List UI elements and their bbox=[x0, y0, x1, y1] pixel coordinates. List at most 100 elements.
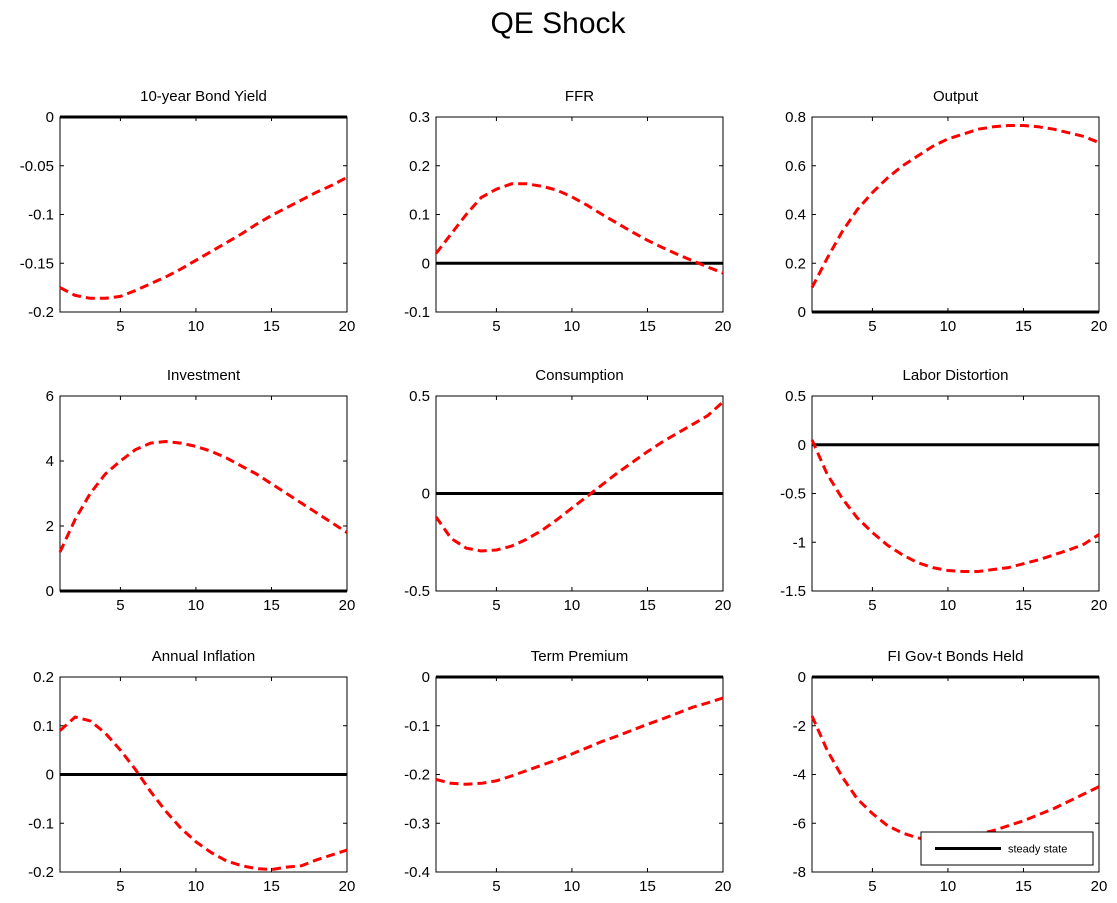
y-tick-label: 0.2 bbox=[785, 255, 806, 272]
x-tick-label: 15 bbox=[1015, 597, 1032, 614]
y-tick-label: 0 bbox=[46, 583, 54, 600]
y-tick-label: -0.5 bbox=[404, 583, 430, 600]
x-tick-label: 5 bbox=[116, 318, 124, 335]
x-tick-label: 10 bbox=[940, 318, 957, 335]
x-tick-label: 5 bbox=[116, 878, 124, 895]
y-tick-label: -0.5 bbox=[780, 486, 806, 503]
axes-box bbox=[435, 676, 724, 873]
response-line bbox=[435, 696, 724, 786]
y-tick-label: 0.4 bbox=[785, 207, 806, 224]
x-tick-label: 5 bbox=[868, 878, 876, 895]
y-tick-label: 0.2 bbox=[409, 158, 430, 175]
panel-title: Consumption bbox=[535, 367, 623, 384]
x-tick-label: 15 bbox=[263, 878, 280, 895]
y-tick-label: 0 bbox=[46, 767, 54, 784]
response-line bbox=[58, 440, 348, 553]
figure-title: QE Shock bbox=[490, 7, 626, 40]
y-tick-label: -6 bbox=[793, 815, 806, 832]
panel-title: FI Gov-t Bonds Held bbox=[888, 648, 1024, 665]
panel-3: Output 5 10 15 20 0 0.2 0.4 0.6 0.8 bbox=[785, 88, 1107, 335]
y-tick-label: 0.5 bbox=[785, 388, 806, 405]
response-line bbox=[434, 182, 724, 275]
y-tick-label: -2 bbox=[793, 718, 806, 735]
y-tick-label: 4 bbox=[46, 453, 54, 470]
response-line bbox=[434, 400, 725, 553]
y-tick-label: -0.2 bbox=[28, 304, 54, 321]
x-tick-label: 10 bbox=[940, 597, 957, 614]
x-tick-label: 15 bbox=[639, 318, 656, 335]
response-line bbox=[810, 715, 1100, 842]
y-tick-label: -0.1 bbox=[28, 207, 54, 224]
x-tick-label: 10 bbox=[564, 878, 581, 895]
panel-title: 10-year Bond Yield bbox=[140, 88, 267, 105]
y-tick-label: 0.1 bbox=[409, 207, 430, 224]
x-tick-label: 5 bbox=[116, 597, 124, 614]
x-tick-label: 20 bbox=[339, 318, 356, 335]
y-tick-label: 0 bbox=[798, 304, 806, 321]
y-tick-label: -0.15 bbox=[20, 255, 54, 272]
panel-title: Term Premium bbox=[531, 648, 629, 665]
panel-title: Annual Inflation bbox=[152, 648, 255, 665]
x-tick-label: 15 bbox=[639, 597, 656, 614]
x-tick-label: 20 bbox=[339, 597, 356, 614]
x-tick-label: 20 bbox=[1091, 878, 1108, 895]
panel-7: Annual Inflation 5 10 15 20 -0.2 -0.1 0 0.1 0.2 bbox=[28, 648, 355, 895]
x-tick-label: 20 bbox=[715, 597, 732, 614]
x-tick-label: 5 bbox=[492, 597, 500, 614]
x-tick-label: 10 bbox=[564, 318, 581, 335]
panel-title: Output bbox=[933, 88, 979, 105]
y-tick-label: -0.2 bbox=[404, 767, 430, 784]
response-line bbox=[810, 124, 1100, 289]
y-tick-label: -1 bbox=[793, 534, 806, 551]
y-tick-label: 0.3 bbox=[409, 109, 430, 126]
response-line bbox=[59, 176, 348, 300]
x-tick-label: 5 bbox=[492, 878, 500, 895]
y-tick-label: 0 bbox=[422, 255, 430, 272]
panel-title: FFR bbox=[565, 88, 594, 105]
x-tick-label: 20 bbox=[715, 878, 732, 895]
axes-box bbox=[435, 116, 724, 313]
response-line bbox=[58, 715, 348, 872]
y-tick-label: 0.6 bbox=[785, 158, 806, 175]
x-tick-label: 10 bbox=[564, 597, 581, 614]
panel-title: Investment bbox=[167, 367, 241, 384]
x-tick-label: 20 bbox=[1091, 318, 1108, 335]
panel-6: Labor Distortion 5 10 15 20 -1.5 -1 -0.5 0 0.5 bbox=[780, 367, 1107, 614]
panel-1: 10-year Bond Yield 5 10 15 20 -0.2 -0.15 -0.1 -0… bbox=[20, 88, 356, 335]
axes-box bbox=[59, 395, 348, 592]
x-tick-label: 15 bbox=[1015, 878, 1032, 895]
panel-title: Labor Distortion bbox=[903, 367, 1009, 384]
panel-9: FI Gov-t Bonds Held 5 10 15 20 -8 -6 -4 -2 0 stead… bbox=[793, 648, 1108, 895]
x-tick-label: 20 bbox=[715, 318, 732, 335]
axes-box bbox=[811, 395, 1100, 592]
x-tick-label: 20 bbox=[339, 878, 356, 895]
x-tick-label: 15 bbox=[263, 597, 280, 614]
y-tick-label: -4 bbox=[793, 767, 806, 784]
y-tick-label: -8 bbox=[793, 864, 806, 881]
x-tick-label: 20 bbox=[1091, 597, 1108, 614]
x-tick-label: 10 bbox=[188, 318, 205, 335]
y-tick-label: 0 bbox=[422, 486, 430, 503]
x-tick-label: 15 bbox=[1015, 318, 1032, 335]
axes-box bbox=[59, 116, 348, 313]
legend-label: steady state bbox=[1008, 844, 1067, 856]
x-tick-label: 10 bbox=[188, 597, 205, 614]
panel-8: Term Premium 5 10 15 20 -0.4 -0.3 -0.2 -0.1 0 bbox=[404, 648, 731, 895]
y-tick-label: 6 bbox=[46, 388, 54, 405]
panel-4: Investment 5 10 15 20 0 2 4 6 bbox=[46, 367, 356, 614]
y-tick-label: -0.1 bbox=[404, 304, 430, 321]
x-tick-label: 15 bbox=[639, 878, 656, 895]
panel-2: FFR 5 10 15 20 -0.1 0 0.1 0.2 0.3 bbox=[404, 88, 731, 335]
y-tick-label: -0.1 bbox=[28, 815, 54, 832]
y-tick-label: 0 bbox=[798, 437, 806, 454]
y-tick-label: -1.5 bbox=[780, 583, 806, 600]
x-tick-label: 10 bbox=[188, 878, 205, 895]
y-tick-label: -0.2 bbox=[28, 864, 54, 881]
y-tick-label: 0.1 bbox=[33, 718, 54, 735]
y-tick-label: 0.8 bbox=[785, 109, 806, 126]
y-tick-label: 0 bbox=[422, 669, 430, 686]
response-line bbox=[810, 439, 1100, 573]
y-tick-label: -0.05 bbox=[20, 158, 54, 175]
